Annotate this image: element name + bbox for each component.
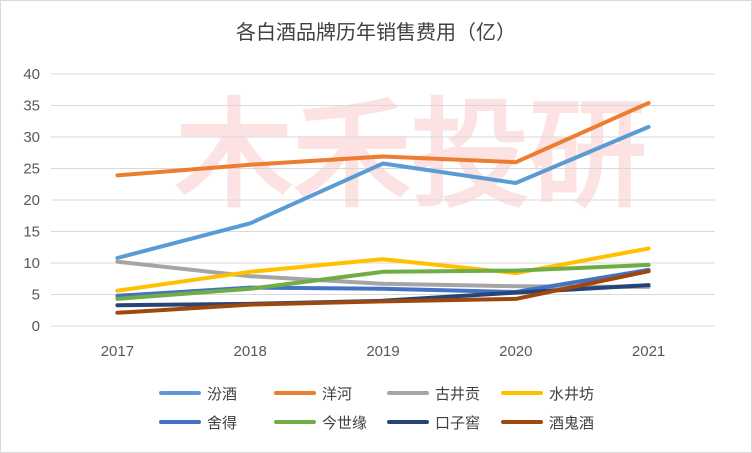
legend-label: 洋河 <box>322 385 352 403</box>
legend-label: 水井坊 <box>549 385 594 403</box>
legend-item: 洋河 <box>274 385 352 403</box>
series-3 <box>115 246 651 293</box>
legend-label: 舍得 <box>207 414 237 432</box>
series-7 <box>115 269 651 315</box>
legend-label: 酒鬼酒 <box>549 414 594 432</box>
series-line <box>115 246 651 293</box>
y-tick-label: 10 <box>23 255 40 272</box>
series-line <box>115 269 651 315</box>
legend-item: 古井贡 <box>387 385 480 403</box>
y-tick-label: 40 <box>23 66 40 83</box>
legend-item: 口子窖 <box>387 414 480 432</box>
legend-item: 酒鬼酒 <box>501 414 594 432</box>
series-5 <box>115 262 651 301</box>
y-tick-label: 5 <box>32 287 40 304</box>
y-tick-label: 35 <box>23 98 40 115</box>
legend-label: 今世缘 <box>322 414 367 432</box>
x-tick-label: 2019 <box>366 343 399 360</box>
x-tick-label: 2017 <box>101 343 134 360</box>
legend-item: 今世缘 <box>274 414 367 432</box>
x-tick-label: 2021 <box>632 343 665 360</box>
legend-label: 口子窖 <box>435 414 480 432</box>
x-tick-label: 2018 <box>234 343 267 360</box>
legend-item: 舍得 <box>159 414 237 432</box>
y-tick-label: 0 <box>32 318 40 335</box>
series-lines <box>115 101 651 315</box>
axes: 0 5 10 15 20 25 30 35 40 2017 2018 2019 2020 2021 <box>23 66 715 360</box>
y-tick-label: 25 <box>23 161 40 178</box>
series-line <box>115 262 651 301</box>
y-tick-label: 30 <box>23 129 40 146</box>
legend-label: 汾酒 <box>207 385 237 403</box>
legend-item: 汾酒 <box>159 385 237 403</box>
watermark-text: 木禾投研 <box>175 86 647 224</box>
y-tick-label: 15 <box>23 224 40 241</box>
watermark: 木禾投研 <box>175 86 647 224</box>
series-line <box>115 124 651 260</box>
legend-label: 古井贡 <box>435 385 480 403</box>
legend-item: 水井坊 <box>501 385 594 403</box>
grid <box>51 73 715 295</box>
chart-title: 各白酒品牌历年销售费用（亿） <box>236 20 516 44</box>
series-0 <box>115 124 651 260</box>
series-1 <box>115 101 651 178</box>
x-tick-label: 2020 <box>499 343 532 360</box>
series-line <box>115 101 651 178</box>
y-tick-label: 20 <box>23 192 40 209</box>
